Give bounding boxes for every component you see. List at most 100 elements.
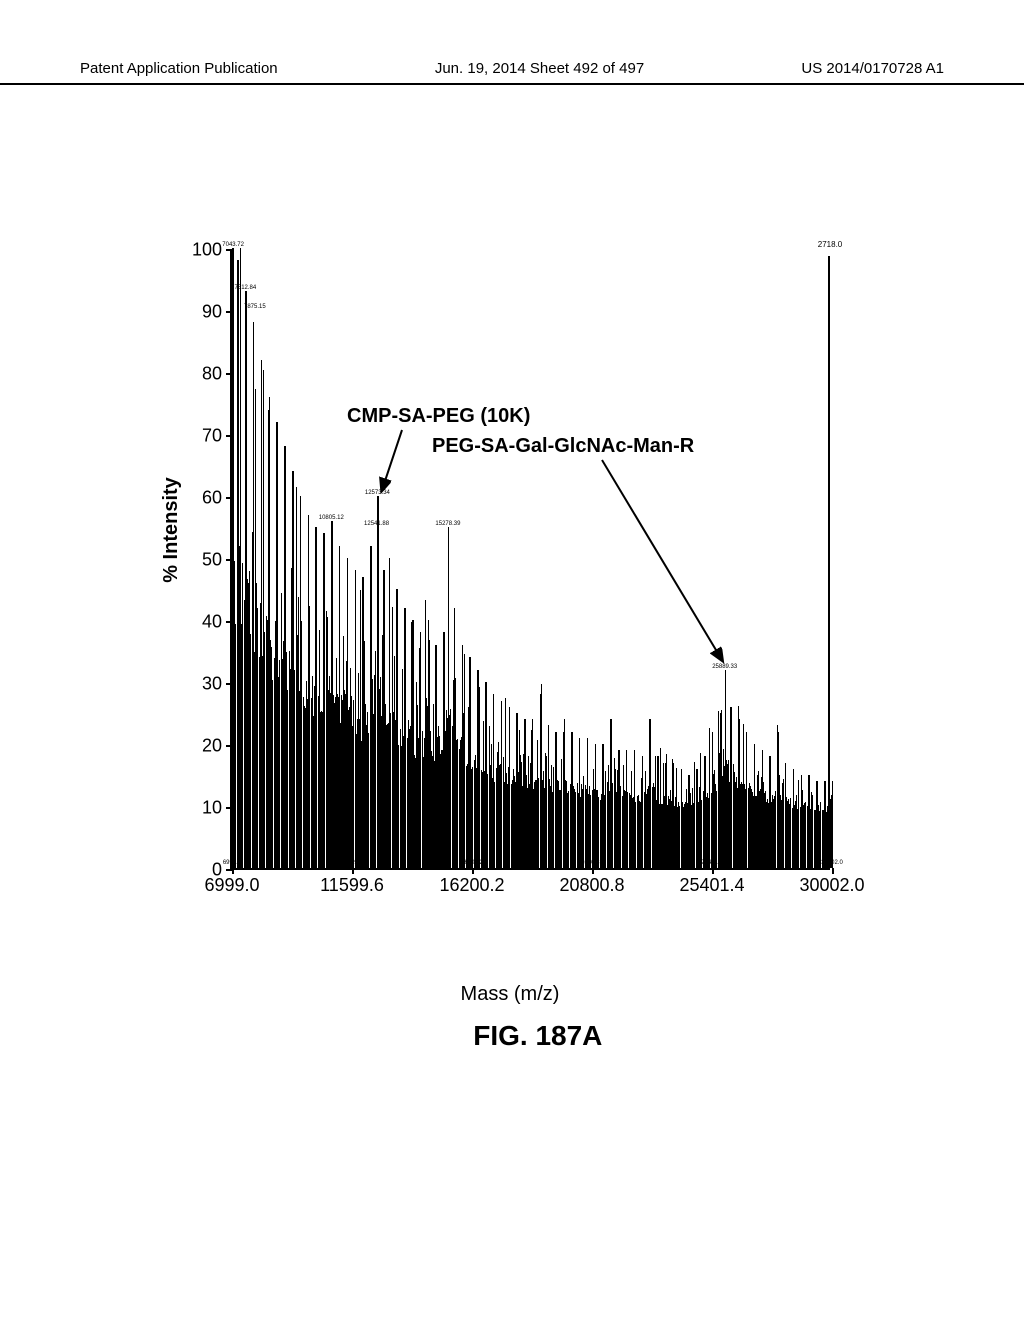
figure-label: FIG. 187A [473, 1020, 602, 1052]
spectrum-envelope-peak [323, 533, 325, 868]
x-tick-mark [232, 868, 234, 874]
spectrum-envelope-peak [681, 769, 683, 868]
spectrum-envelope-peak [443, 632, 445, 868]
spectrum-envelope-peak [412, 620, 414, 868]
spectrum-envelope-peak [454, 608, 456, 868]
spectrum-envelope-peak [516, 713, 518, 868]
spectrum-envelope-peak [793, 769, 795, 868]
spectrum-envelope-peak [389, 558, 391, 868]
spectrum-envelope-peak [276, 422, 278, 868]
spectrum-envelope-peak [816, 781, 818, 868]
peak-label: 15278.39 [435, 521, 460, 527]
spectrum-envelope-peak [725, 670, 727, 868]
spectrum-envelope-peak [754, 744, 756, 868]
y-tick-label: 40 [192, 612, 222, 633]
spectrum-envelope-peak [462, 645, 464, 868]
x-axis-label: Mass (m/z) [461, 983, 560, 1006]
spectrum-envelope-peak [587, 738, 589, 868]
spectrum-envelope-peak [746, 732, 748, 868]
right-peak-label: 2718.0 [818, 240, 842, 249]
spectrum-envelope-peak [665, 763, 667, 868]
spectrum-envelope-peak [738, 719, 740, 868]
header-left: Patent Application Publication [80, 60, 278, 77]
header-center: Jun. 19, 2014 Sheet 492 of 497 [435, 60, 644, 77]
peak-label: 12541.88 [364, 521, 389, 527]
spectrum-envelope-peak [696, 769, 698, 868]
y-tick-label: 70 [192, 426, 222, 447]
spectrum-envelope-peak [469, 657, 471, 868]
page-header: Patent Application Publication Jun. 19, … [0, 60, 1024, 85]
x-tick-label: 16200.2 [439, 875, 504, 896]
peak-label: 7043.72 [222, 242, 244, 248]
annotation-cmp-sa-peg: CMP-SA-PEG (10K) [347, 405, 530, 428]
spectrum-envelope-peak [563, 732, 565, 868]
spectrum-envelope-peak [720, 713, 722, 868]
x-tick-mark [832, 868, 834, 874]
spectrum-envelope-peak [509, 707, 511, 868]
spectrum-envelope-peak [801, 775, 803, 868]
spectrum-envelope-peak [261, 360, 263, 868]
x-tick-label: 6999.0 [204, 875, 259, 896]
y-tick-label: 20 [192, 736, 222, 757]
spectrum-envelope-peak [237, 260, 239, 868]
peak-label: 25889.33 [712, 664, 737, 670]
y-tick-label: 60 [192, 488, 222, 509]
spectrum-envelope-peak [232, 248, 234, 868]
spectrum-envelope-peak [555, 732, 557, 868]
spectrum-envelope-peak [571, 732, 573, 868]
spectrum-envelope-peak [493, 694, 495, 868]
spectrum-envelope-peak [649, 719, 651, 868]
spectrum-envelope-peak [673, 763, 675, 868]
spectrum-envelope-peak [420, 632, 422, 868]
x-tick-label: 25401.4 [679, 875, 744, 896]
peak-label: 12573.34 [365, 490, 390, 496]
spectrum-envelope-peak [477, 670, 479, 868]
spectrum-envelope-peak [396, 589, 398, 868]
x-tick-label: 11599.6 [320, 875, 384, 896]
spectrum-envelope-peak [595, 744, 597, 868]
y-tick-label: 80 [192, 364, 222, 385]
spectrum-envelope-peak [448, 527, 450, 868]
peak-label: 7512.84 [235, 285, 257, 291]
spectrum-envelope-peak [712, 732, 714, 868]
spectrum-envelope-peak [404, 608, 406, 868]
y-tick-label: 50 [192, 550, 222, 571]
x-tick-mark [472, 868, 474, 874]
right-edge-peak [828, 256, 830, 868]
x-tick-mark [592, 868, 594, 874]
spectrum-envelope-peak [618, 750, 620, 868]
y-tick-label: 90 [192, 302, 222, 323]
mass-spectrum-chart: % Intensity 0102030405060708090100 6999.… [160, 250, 860, 950]
spectrum-envelope-peak [704, 756, 706, 868]
spectrum-envelope-peak [292, 471, 294, 868]
x-tick-mark [712, 868, 714, 874]
spectrum-envelope-peak [688, 775, 690, 868]
spectrum-envelope-peak [579, 738, 581, 868]
spectrum-envelope-peak [308, 515, 310, 868]
spectrum-envelope-peak [730, 707, 732, 868]
peak-label: 10805.12 [319, 515, 344, 521]
spectrum-envelope-peak [626, 750, 628, 868]
spectrum-envelope-peak [610, 719, 612, 868]
spectrum-envelope-peak [370, 546, 372, 868]
spectrum-envelope-peak [634, 750, 636, 868]
spectrum-envelope-peak [762, 750, 764, 868]
spectrum-envelope-peak [657, 756, 659, 868]
spectrum-envelope-peak [777, 732, 779, 868]
spectrum-envelope-peak [269, 397, 271, 868]
y-axis-label: % Intensity [160, 477, 183, 583]
x-tick-label: 30002.0 [799, 875, 864, 896]
spectrum-envelope-peak [832, 781, 834, 868]
spectrum-envelope-peak [824, 781, 826, 868]
spectrum-envelope-peak [428, 620, 430, 868]
x-tick-mark [352, 868, 354, 874]
y-tick-label: 30 [192, 674, 222, 695]
spectrum-envelope-peak [435, 645, 437, 868]
spectrum-envelope-peak [377, 496, 379, 868]
spectrum-envelope-peak [602, 744, 604, 868]
spectrum-envelope-peak [785, 763, 787, 868]
spectrum-envelope-peak [540, 694, 542, 868]
y-tick-label: 100 [192, 240, 222, 261]
spectrum-envelope-peak [485, 682, 487, 868]
plot-area: 0102030405060708090100 6999.06999.011599… [230, 250, 830, 870]
